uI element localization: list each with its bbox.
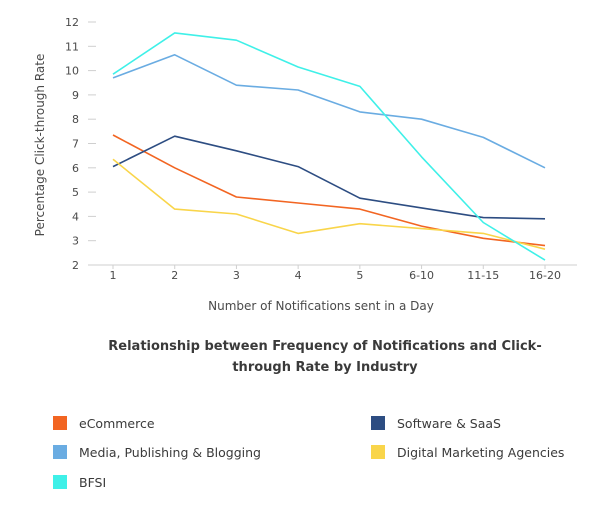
y-tick-label: 11 [65,40,79,53]
legend-swatch [53,416,67,430]
series-line-bfsi [112,32,546,261]
y-tick-label: 6 [72,162,79,175]
legend-label: eCommerce [79,415,155,431]
legend-item: Software & SaaS [371,415,501,431]
y-tick-label: 8 [72,113,79,126]
series-lines [112,32,546,261]
x-tick-label: 3 [233,269,240,282]
y-tick-label: 2 [72,259,79,272]
legend-label: BFSI [79,474,107,490]
legend-label: Digital Marketing Agencies [397,444,565,460]
y-axis-ticks: 2 3 4 5 6 7 8 9 10 11 12 [65,16,96,272]
x-axis-ticks: 1 2 3 4 5 6-10 11-15 16-20 [110,265,561,282]
y-tick-label: 3 [72,235,79,248]
x-tick-label: 16-20 [529,269,561,282]
legend-swatch [53,475,67,489]
chart-title: Relationship between Frequency of Notifi… [108,339,542,375]
y-tick-label: 5 [72,186,79,199]
legend-swatch [371,416,385,430]
y-tick-label: 7 [72,138,79,151]
x-tick-label: 5 [356,269,363,282]
legend-item: Digital Marketing Agencies [371,444,564,460]
x-tick-label: 11-15 [467,269,499,282]
x-tick-label: 1 [110,269,117,282]
legend-label: Software & SaaS [397,415,501,431]
legend-item: eCommerce [53,415,155,431]
legend-item: BFSI [53,474,106,490]
x-tick-label: 4 [295,269,302,282]
x-axis-title: Number of Notifications sent in a Day [208,299,434,313]
series-line-media-publishing-blogging [112,53,546,169]
y-tick-label: 12 [65,16,79,29]
x-tick-label: 6-10 [409,269,434,282]
y-tick-label: 9 [72,89,79,102]
y-tick-label: 4 [72,210,79,223]
x-tick-label: 2 [171,269,178,282]
legend-swatch [371,445,385,459]
legend-swatch [53,445,67,459]
series-line-ecommerce [112,134,546,247]
series-line-software-saas [112,135,546,220]
y-axis-title: Percentage Click-through Rate [33,54,47,237]
y-tick-label: 10 [65,65,79,78]
legend-label: Media, Publishing & Blogging [79,444,261,460]
series-line-digital-marketing-agencies [112,158,546,250]
legend-item: Media, Publishing & Blogging [53,444,261,460]
